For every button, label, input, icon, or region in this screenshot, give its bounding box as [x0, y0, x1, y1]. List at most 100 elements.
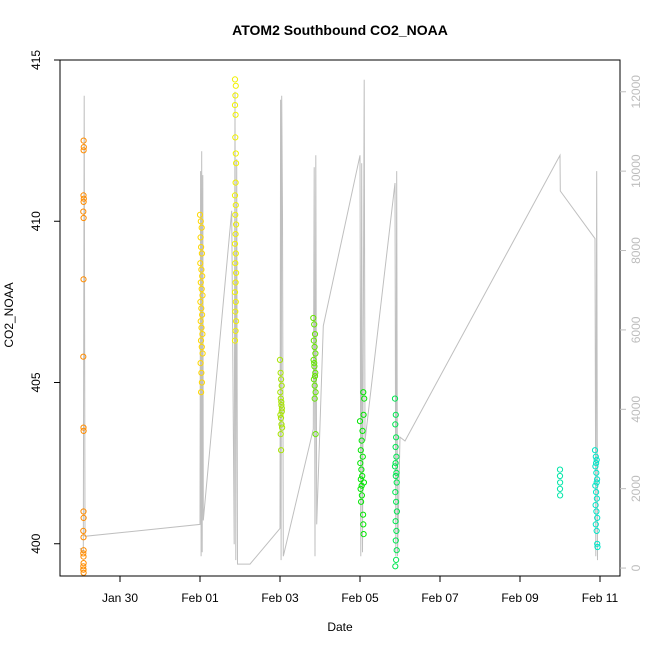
plot-frame [59, 59, 621, 577]
data-point [392, 411, 399, 418]
altitude-line-layer [79, 79, 598, 565]
data-point [393, 527, 400, 535]
series-8 [591, 447, 601, 551]
data-point [277, 395, 284, 402]
x-tick-label: Feb 11 [582, 591, 619, 605]
data-point [358, 482, 365, 489]
data-point [312, 389, 319, 396]
x-tick-label: Feb 05 [341, 591, 379, 605]
data-point [277, 411, 284, 418]
data-point [359, 472, 366, 480]
y2-tick-label: 4000 [629, 396, 643, 423]
data-point [232, 150, 239, 157]
data-point [593, 495, 601, 502]
data-point [392, 563, 399, 570]
data-point [312, 369, 319, 376]
data-point [80, 198, 87, 205]
data-point [80, 424, 87, 431]
data-point [80, 527, 87, 535]
x-tick-label: Feb 03 [261, 591, 299, 605]
data-point [233, 221, 240, 228]
y2-tick-label: 2000 [629, 475, 643, 502]
altitude-line [79, 79, 598, 565]
data-point [199, 311, 206, 318]
series-3 [276, 356, 286, 454]
data-point [197, 298, 204, 305]
data-point [592, 521, 599, 528]
data-point [278, 402, 285, 409]
data-point [233, 318, 240, 325]
series-1 [196, 211, 206, 396]
data-point [278, 447, 285, 454]
data-point [393, 556, 400, 564]
data-point [278, 382, 285, 389]
data-point [593, 479, 600, 486]
data-point [232, 250, 239, 257]
data-point [593, 489, 600, 496]
data-point [360, 521, 367, 528]
data-point [80, 514, 87, 522]
data-point [594, 540, 601, 547]
data-point [80, 353, 87, 360]
data-point [198, 224, 205, 231]
x-tick-label: Feb 07 [421, 591, 459, 605]
data-point [231, 102, 239, 109]
data-point [232, 179, 239, 186]
data-point [391, 395, 399, 402]
data-point [593, 508, 600, 515]
data-point [311, 343, 318, 351]
data-point [556, 466, 564, 473]
y-tick-label: 410 [29, 211, 43, 231]
data-point [197, 318, 204, 325]
y-axis-label: CO2_NOAA [2, 282, 16, 347]
data-point [231, 240, 239, 247]
data-point [593, 456, 600, 463]
data-point [80, 534, 87, 541]
series-4 [310, 314, 319, 438]
data-point [312, 431, 319, 438]
data-point [197, 279, 204, 286]
data-point [232, 260, 239, 267]
data-point [232, 92, 239, 99]
data-point [198, 343, 205, 351]
data-point [557, 479, 564, 486]
data-point [278, 408, 285, 415]
data-point [393, 547, 400, 554]
x-tick-label: Jan 30 [102, 591, 138, 605]
data-point [591, 447, 599, 454]
data-point [312, 350, 319, 357]
data-point [592, 482, 599, 489]
data-point [80, 550, 87, 557]
data-point [233, 269, 240, 276]
data-point [199, 331, 206, 338]
data-point [392, 460, 399, 467]
data-point [232, 298, 239, 305]
series-2 [231, 76, 240, 344]
data-point [556, 472, 564, 480]
data-point [358, 492, 365, 499]
data-point [232, 279, 239, 286]
data-point [232, 327, 239, 334]
data-point [233, 160, 240, 167]
data-point [198, 305, 205, 312]
data-point [358, 466, 365, 473]
data-point [359, 453, 366, 460]
data-point [231, 289, 239, 296]
data-point [198, 324, 205, 331]
data-point [80, 144, 87, 151]
data-point [232, 308, 239, 315]
data-point [198, 379, 205, 386]
series-6 [391, 395, 400, 570]
series-5 [356, 389, 368, 538]
data-point [361, 395, 368, 402]
data-point [198, 285, 205, 293]
data-point [392, 472, 399, 480]
x-axis-label: Date [327, 620, 353, 634]
y2-tick-label: 0 [629, 564, 643, 571]
data-point [80, 569, 87, 576]
data-point [80, 553, 87, 560]
data-point [232, 211, 239, 218]
data-point [592, 502, 599, 509]
data-point [80, 563, 87, 570]
